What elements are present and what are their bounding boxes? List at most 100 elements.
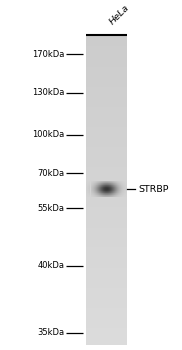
Bar [95,195,96,196]
Bar [86,104,127,106]
Bar [90,190,91,191]
Bar [121,191,122,192]
Bar [122,194,123,195]
Bar [126,184,127,185]
Bar [86,150,127,152]
Bar [96,195,97,196]
Bar [110,182,111,183]
Bar [103,187,104,188]
Bar [86,331,127,332]
Bar [86,198,127,199]
Bar [88,195,89,196]
Bar [86,185,127,187]
Bar [114,190,115,191]
Bar [86,177,127,178]
Bar [111,194,112,195]
Bar [106,181,107,182]
Bar [88,193,89,194]
Bar [86,129,127,130]
Bar [86,290,127,291]
Bar [86,156,127,158]
Bar [91,188,92,189]
Bar [125,183,126,184]
Bar [105,183,106,184]
Bar [124,193,125,194]
Bar [118,184,119,185]
Bar [94,181,95,182]
Bar [87,193,88,194]
Bar [106,193,107,194]
Bar [118,190,119,191]
Bar [111,186,112,187]
Bar [88,184,89,185]
Bar [86,105,127,106]
Bar [93,185,94,186]
Bar [126,187,127,188]
Bar [106,183,107,184]
Bar [86,338,127,339]
Bar [91,187,92,188]
Bar [89,190,90,191]
Bar [101,193,102,194]
Bar [95,193,96,194]
Bar [126,183,127,184]
Bar [126,182,127,183]
Bar [86,135,127,136]
Bar [98,188,99,189]
Bar [120,189,121,190]
Bar [117,187,118,188]
Bar [86,69,127,71]
Bar [86,72,127,74]
Bar [91,189,92,190]
Bar [100,195,101,196]
Bar [91,195,92,196]
Bar [107,186,108,187]
Bar [112,191,113,192]
Bar [114,191,115,192]
Bar [115,191,116,192]
Bar [116,195,117,196]
Bar [86,278,127,279]
Bar [119,189,120,190]
Bar [92,187,93,188]
Bar [112,187,113,188]
Bar [86,251,127,252]
Bar [93,182,94,183]
Bar [104,194,105,195]
Bar [118,185,119,186]
Bar [86,90,127,91]
Bar [99,193,100,194]
Bar [86,301,127,303]
Bar [112,183,113,184]
Bar [91,182,92,183]
Bar [86,100,127,102]
Bar [113,188,114,189]
Bar [87,190,88,191]
Bar [86,254,127,256]
Bar [86,127,127,128]
Bar [86,75,127,77]
Bar [98,191,99,192]
Bar [95,183,96,184]
Bar [123,182,124,183]
Bar [102,188,103,189]
Bar [122,184,123,185]
Bar [109,191,110,192]
Bar [86,61,127,62]
Bar [109,187,110,188]
Bar [86,96,127,97]
Bar [106,185,107,186]
Bar [110,195,111,196]
Bar [114,183,115,184]
Bar [86,64,127,65]
Bar [108,195,109,196]
Bar [92,185,93,186]
Bar [89,189,90,190]
Bar [91,186,92,187]
Bar [100,187,101,188]
Bar [86,167,127,168]
Bar [89,187,90,188]
Bar [86,322,127,323]
Bar [100,188,101,189]
Bar [88,182,89,183]
